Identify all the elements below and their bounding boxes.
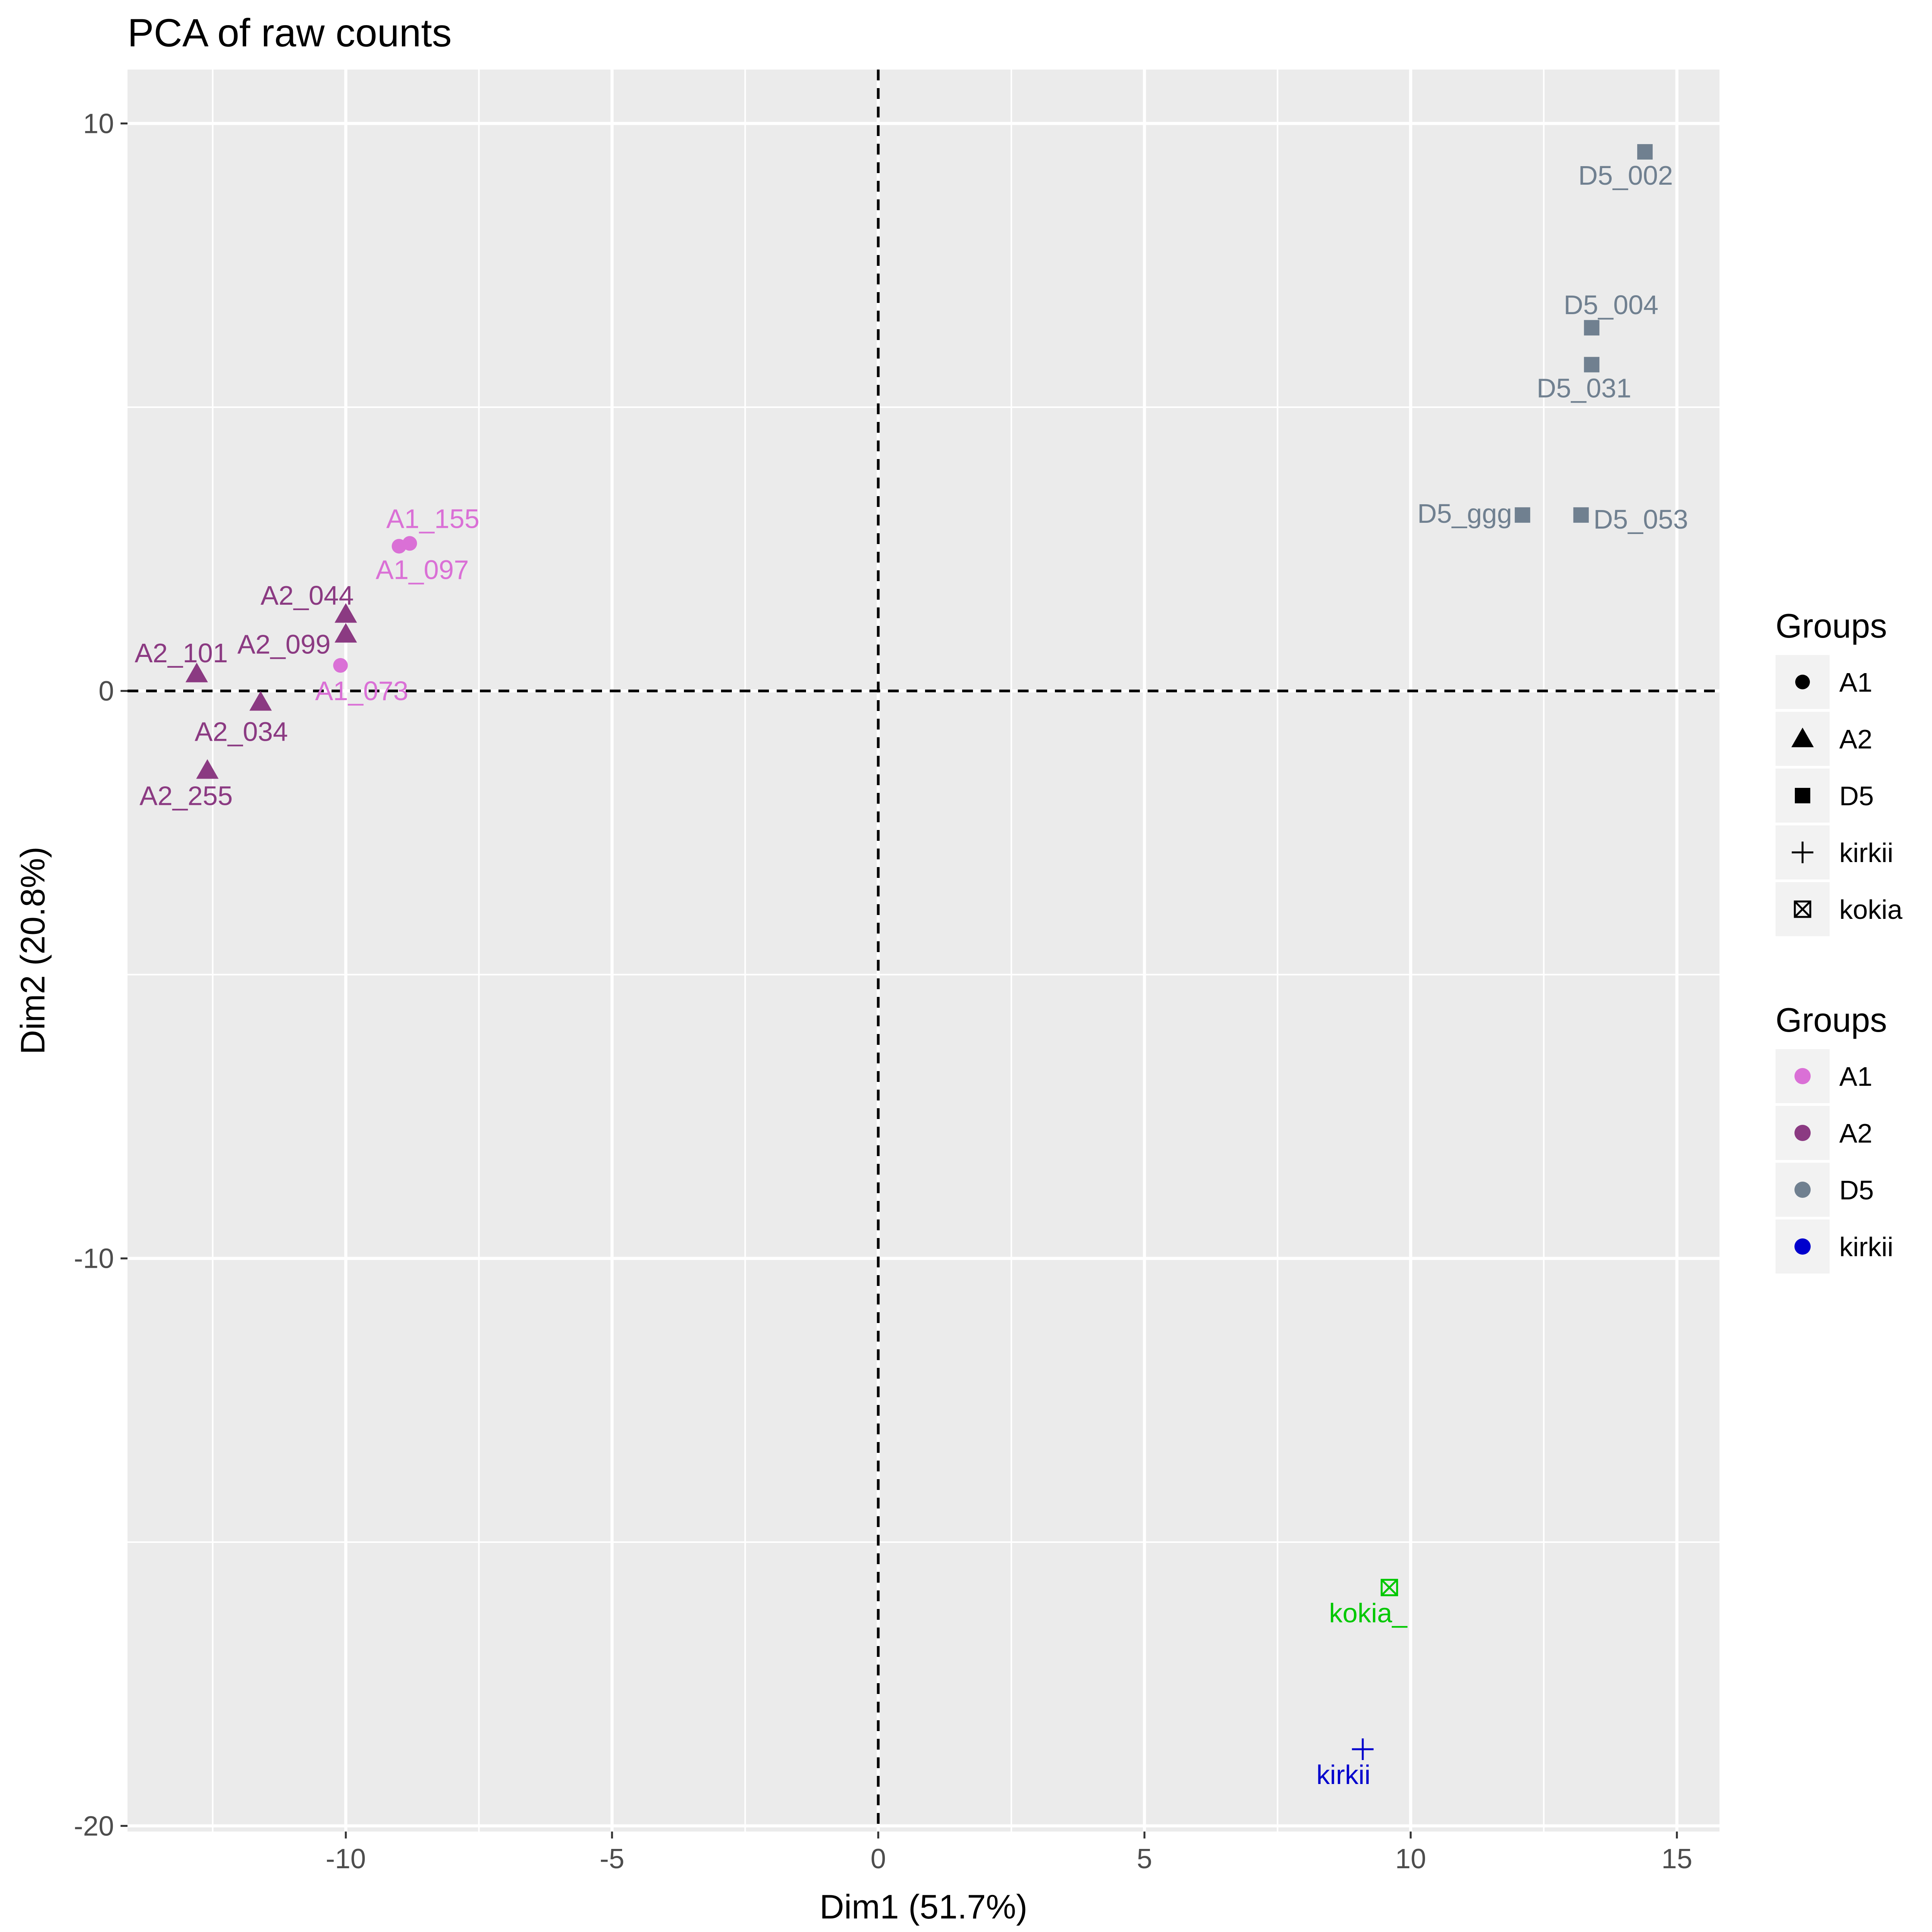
- y-tick-label: -10: [74, 1243, 114, 1274]
- y-tick-label: 10: [83, 109, 114, 139]
- x-tick-label: 10: [1395, 1844, 1426, 1874]
- x-tick-label: 5: [1137, 1844, 1152, 1874]
- point-label-A2_101: A2_101: [134, 638, 228, 668]
- x-tick-label: 0: [871, 1844, 886, 1874]
- point-label-D5_002: D5_002: [1578, 160, 1673, 190]
- legend-color: Groups A1 A2 D5 kirkii: [1776, 1001, 1893, 1274]
- y-axis-title: Dim2 (20.8%): [14, 847, 52, 1054]
- point-label-A1_155: A1_155: [386, 503, 480, 534]
- point-D5_ggg: D5_ggg: [1417, 498, 1531, 529]
- point-marker-A2_101: [185, 663, 208, 682]
- point-marker-A2_044: [334, 603, 357, 623]
- legend-color-marker-A2: [1794, 1125, 1811, 1141]
- data-points: A1_155 A1_097 A1_073 A2_044 A2_099 A2_101 A2_0…: [134, 144, 1688, 1790]
- y-axis-ticks: 10 0 -10 -20: [74, 109, 128, 1842]
- y-tick-label: 0: [99, 676, 114, 707]
- point-label-A2_255: A2_255: [139, 781, 233, 811]
- point-A1_073: A1_073: [315, 658, 408, 706]
- legend-shape-marker-D5: [1795, 788, 1810, 803]
- point-marker-A2_099: [334, 623, 357, 643]
- legend-shape-label-kirkii: kirkii: [1839, 838, 1893, 868]
- legend-color-marker-D5: [1794, 1182, 1811, 1198]
- point-label-D5_ggg: D5_ggg: [1417, 498, 1512, 529]
- legend-color-label-D5: D5: [1839, 1175, 1874, 1205]
- y-tick-label: -20: [74, 1811, 114, 1842]
- point-A2_034: A2_034: [195, 691, 288, 747]
- point-A2_099: A2_099: [237, 623, 357, 659]
- point-A1_097: A1_097: [376, 539, 469, 585]
- grid-lines: [128, 70, 1719, 1832]
- x-tick-label: -5: [600, 1844, 624, 1874]
- point-D5_004: D5_004: [1564, 290, 1658, 336]
- legend-shape-title: Groups: [1776, 607, 1887, 645]
- point-marker-A2_034: [249, 691, 272, 711]
- point-label-D5_053: D5_053: [1594, 504, 1688, 534]
- x-axis-ticks: -10 -5 0 5 10 15: [326, 1832, 1692, 1874]
- point-label-A2_044: A2_044: [260, 580, 354, 611]
- point-D5_031: D5_031: [1537, 357, 1631, 403]
- point-label-A1_073: A1_073: [315, 676, 408, 706]
- legend-color-title: Groups: [1776, 1001, 1887, 1039]
- point-marker-D5_004: [1584, 320, 1600, 336]
- point-label-D5_031: D5_031: [1537, 373, 1631, 403]
- point-marker-kokia_: [1381, 1579, 1398, 1597]
- legend-shape-marker-kokia-cross: [1794, 901, 1811, 918]
- legend-color-marker-kirkii: [1794, 1238, 1811, 1255]
- point-D5_053: D5_053: [1573, 504, 1688, 534]
- point-D5_002: D5_002: [1578, 144, 1673, 190]
- legend-shape-label-D5: D5: [1839, 781, 1874, 811]
- point-label-kirkii: kirkii: [1316, 1760, 1371, 1790]
- point-marker-D5_053: [1573, 507, 1589, 523]
- point-label-D5_004: D5_004: [1564, 290, 1658, 320]
- point-marker-A2_255: [196, 759, 219, 779]
- x-tick-label: 15: [1662, 1844, 1692, 1874]
- legend-shape-label-A1: A1: [1839, 667, 1872, 697]
- point-label-A1_097: A1_097: [376, 555, 469, 585]
- legend-color-label-A2: A2: [1839, 1118, 1872, 1148]
- point-A2_255: A2_255: [139, 759, 233, 811]
- legend-color-label-kirkii: kirkii: [1839, 1232, 1893, 1262]
- point-marker-kirkii: [1352, 1738, 1374, 1760]
- reference-lines: [128, 70, 1719, 1832]
- point-label-A2_034: A2_034: [195, 716, 288, 747]
- point-marker-kokia_-cross: [1381, 1579, 1398, 1596]
- legend-color-label-A1: A1: [1839, 1061, 1872, 1092]
- point-marker-D5_002: [1637, 144, 1653, 160]
- x-axis-title: Dim1 (51.7%): [820, 1888, 1027, 1926]
- chart-title: PCA of raw counts: [128, 11, 452, 55]
- legend-shape-label-kokia: kokia: [1839, 895, 1902, 925]
- point-label-A2_099: A2_099: [237, 629, 330, 659]
- legend-shape-marker-A2: [1791, 728, 1814, 747]
- legend-shape-marker-kirkii: [1792, 842, 1813, 863]
- legend-shape-label-A2: A2: [1839, 724, 1872, 754]
- legend-shape: Groups A1 A2 D5 kirkii kokia: [1776, 607, 1902, 936]
- point-marker-D5_031: [1584, 357, 1600, 372]
- point-A2_044: A2_044: [260, 580, 357, 623]
- point-marker-D5_ggg: [1515, 507, 1531, 523]
- point-label-kokia_: kokia_: [1329, 1598, 1408, 1628]
- x-tick-label: -10: [326, 1844, 366, 1874]
- point-marker-A1_097: [391, 539, 406, 554]
- legend-shape-marker-kokia: [1794, 900, 1811, 918]
- point-marker-A1_073: [333, 658, 348, 673]
- plot-panel: [128, 70, 1719, 1832]
- point-kirkii: kirkii: [1316, 1738, 1374, 1790]
- point-A2_101: A2_101: [134, 638, 228, 682]
- point-kokia_: kokia_: [1329, 1579, 1408, 1628]
- legend-shape-marker-A1: [1795, 675, 1810, 689]
- legend-color-marker-A1: [1794, 1068, 1811, 1084]
